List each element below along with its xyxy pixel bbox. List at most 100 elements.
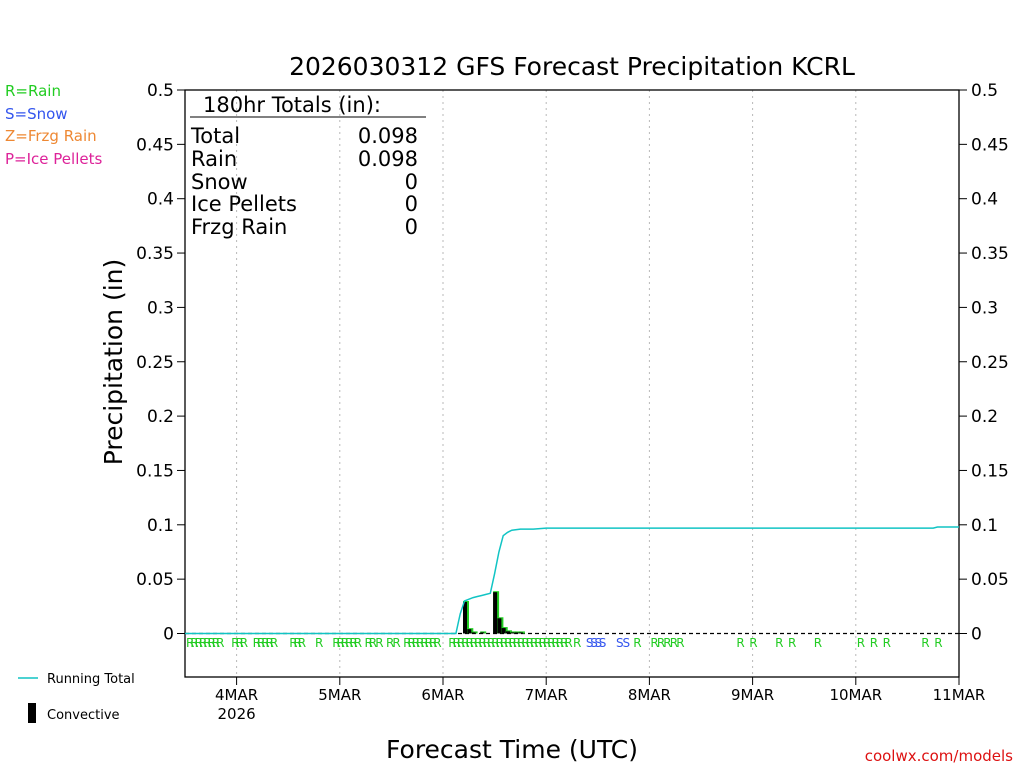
x-tick-label: 4MAR bbox=[215, 686, 258, 704]
precip-type-mark: R bbox=[216, 636, 224, 650]
precip-type-mark: R bbox=[386, 636, 394, 650]
precip-type-mark: R bbox=[190, 636, 198, 650]
y-axis-label: Precipitation (in) bbox=[99, 259, 128, 466]
totals-row-label: Total bbox=[190, 124, 240, 148]
legend-frzg-rain: Z=Frzg Rain bbox=[5, 127, 97, 145]
convective-bar bbox=[480, 632, 485, 634]
convective-bar bbox=[514, 632, 519, 634]
y-tick-label: 0.35 bbox=[136, 244, 174, 264]
precip-type-mark: R bbox=[478, 636, 486, 650]
y-tick-label: 0.45 bbox=[136, 135, 174, 155]
precip-type-mark: R bbox=[420, 636, 428, 650]
precip-type-mark: R bbox=[461, 636, 469, 650]
precip-type-mark: R bbox=[315, 636, 323, 650]
precip-type-mark: R bbox=[788, 636, 796, 650]
y-tick-label: 0.25 bbox=[136, 353, 174, 373]
precip-type-mark: R bbox=[814, 636, 822, 650]
precip-type-mark: R bbox=[513, 636, 521, 650]
series-legend: Running Total Convective bbox=[18, 672, 135, 723]
y-tick-label: 0.1 bbox=[147, 516, 174, 536]
y-tick-label: 0 bbox=[163, 625, 174, 645]
y-tick-label-right: 0.2 bbox=[971, 407, 998, 427]
precip-type-mark: R bbox=[448, 636, 456, 650]
x-tick-label: 11MAR bbox=[933, 686, 986, 704]
precip-type-legend: R=Rain S=Snow Z=Frzg Rain P=Ice Pellets bbox=[5, 82, 102, 168]
precip-type-mark: S bbox=[590, 636, 598, 650]
precip-type-mark: S bbox=[599, 636, 607, 650]
precip-type-mark: R bbox=[483, 636, 491, 650]
precip-type-mark: R bbox=[375, 636, 383, 650]
y-tick-label-right: 0.3 bbox=[971, 298, 998, 318]
y-tick-label-right: 0.1 bbox=[971, 516, 998, 536]
y-tick-label: 0.3 bbox=[147, 298, 174, 318]
precip-type-mark: S bbox=[622, 636, 630, 650]
precip-type-mark: R bbox=[543, 636, 551, 650]
precip-type-mark: R bbox=[650, 636, 658, 650]
precip-type-mark: R bbox=[345, 636, 353, 650]
totals-row-value: 0 bbox=[405, 192, 418, 216]
x-tick-label: 8MAR bbox=[628, 686, 671, 704]
precip-type-mark: R bbox=[530, 636, 538, 650]
y-tick-label-right: 0.45 bbox=[971, 135, 1009, 155]
y-tick-label-right: 0.05 bbox=[971, 570, 1009, 590]
precip-type-mark: R bbox=[429, 636, 437, 650]
precip-type-mark: R bbox=[870, 636, 878, 650]
credit-text: coolwx.com/models bbox=[865, 747, 1013, 765]
precip-type-mark: R bbox=[547, 636, 555, 650]
running-total-legend-label: Running Total bbox=[47, 672, 135, 687]
precip-type-mark: R bbox=[270, 636, 278, 650]
precip-type-mark: R bbox=[663, 636, 671, 650]
x-tick-label: 5MAR bbox=[318, 686, 361, 704]
totals-row-label: Frzg Rain bbox=[191, 215, 287, 239]
precip-type-mark: R bbox=[337, 636, 345, 650]
precip-type-mark: R bbox=[332, 636, 340, 650]
convective-bars bbox=[463, 591, 525, 634]
convective-bar bbox=[506, 631, 510, 634]
precip-type-mark: R bbox=[195, 636, 203, 650]
precip-type-mark: R bbox=[749, 636, 757, 650]
precip-type-mark: R bbox=[521, 636, 529, 650]
precip-type-mark: R bbox=[676, 636, 684, 650]
precip-type-mark: R bbox=[883, 636, 891, 650]
y-tick-label-right: 0.35 bbox=[971, 244, 1009, 264]
precip-type-mark: R bbox=[433, 636, 441, 650]
convective-bar bbox=[501, 628, 506, 634]
totals-row-label: Snow bbox=[191, 170, 248, 194]
y-tick-label-right: 0.4 bbox=[971, 190, 998, 210]
totals-header: 180hr Totals (in): bbox=[203, 93, 381, 117]
precip-type-mark: R bbox=[392, 636, 400, 650]
precip-type-mark: R bbox=[203, 636, 211, 650]
y-axis-right: 0 0.05 0.1 0.15 0.2 0.25 0.3 0.35 0.4 0.45 0.5 bbox=[959, 81, 1009, 645]
y-tick-label: 0.5 bbox=[147, 81, 174, 101]
convective-bar bbox=[497, 618, 502, 634]
x-tick-label: 7MAR bbox=[525, 686, 568, 704]
precip-type-mark: R bbox=[298, 636, 306, 650]
precip-type-mark: R bbox=[526, 636, 534, 650]
convective-bar bbox=[510, 632, 515, 634]
precip-type-mark: R bbox=[509, 636, 517, 650]
precip-type-mark: R bbox=[921, 636, 929, 650]
precip-type-mark: R bbox=[412, 636, 420, 650]
precip-type-mark: R bbox=[231, 636, 239, 650]
precip-type-mark: S bbox=[586, 636, 594, 650]
precip-type-mark: R bbox=[466, 636, 474, 650]
precip-type-mark: R bbox=[369, 636, 377, 650]
y-tick-label: 0.15 bbox=[136, 461, 174, 481]
precip-type-mark: R bbox=[539, 636, 547, 650]
precip-type-mark: R bbox=[564, 636, 572, 650]
precip-type-mark: R bbox=[736, 636, 744, 650]
precip-type-mark: R bbox=[474, 636, 482, 650]
x-axis-label: Forecast Time (UTC) bbox=[386, 735, 638, 764]
precip-type-mark: R bbox=[457, 636, 465, 650]
y-tick-label-right: 0.15 bbox=[971, 461, 1009, 481]
legend-rain: R=Rain bbox=[5, 82, 61, 100]
precip-type-mark: R bbox=[496, 636, 504, 650]
precip-type-mark: R bbox=[261, 636, 269, 650]
precip-type-mark: R bbox=[934, 636, 942, 650]
precip-type-mark: R bbox=[560, 636, 568, 650]
totals-row-label: Ice Pellets bbox=[191, 192, 297, 216]
precip-type-mark: R bbox=[364, 636, 372, 650]
x-tick-label: 9MAR bbox=[731, 686, 774, 704]
precip-type-mark: R bbox=[289, 636, 297, 650]
